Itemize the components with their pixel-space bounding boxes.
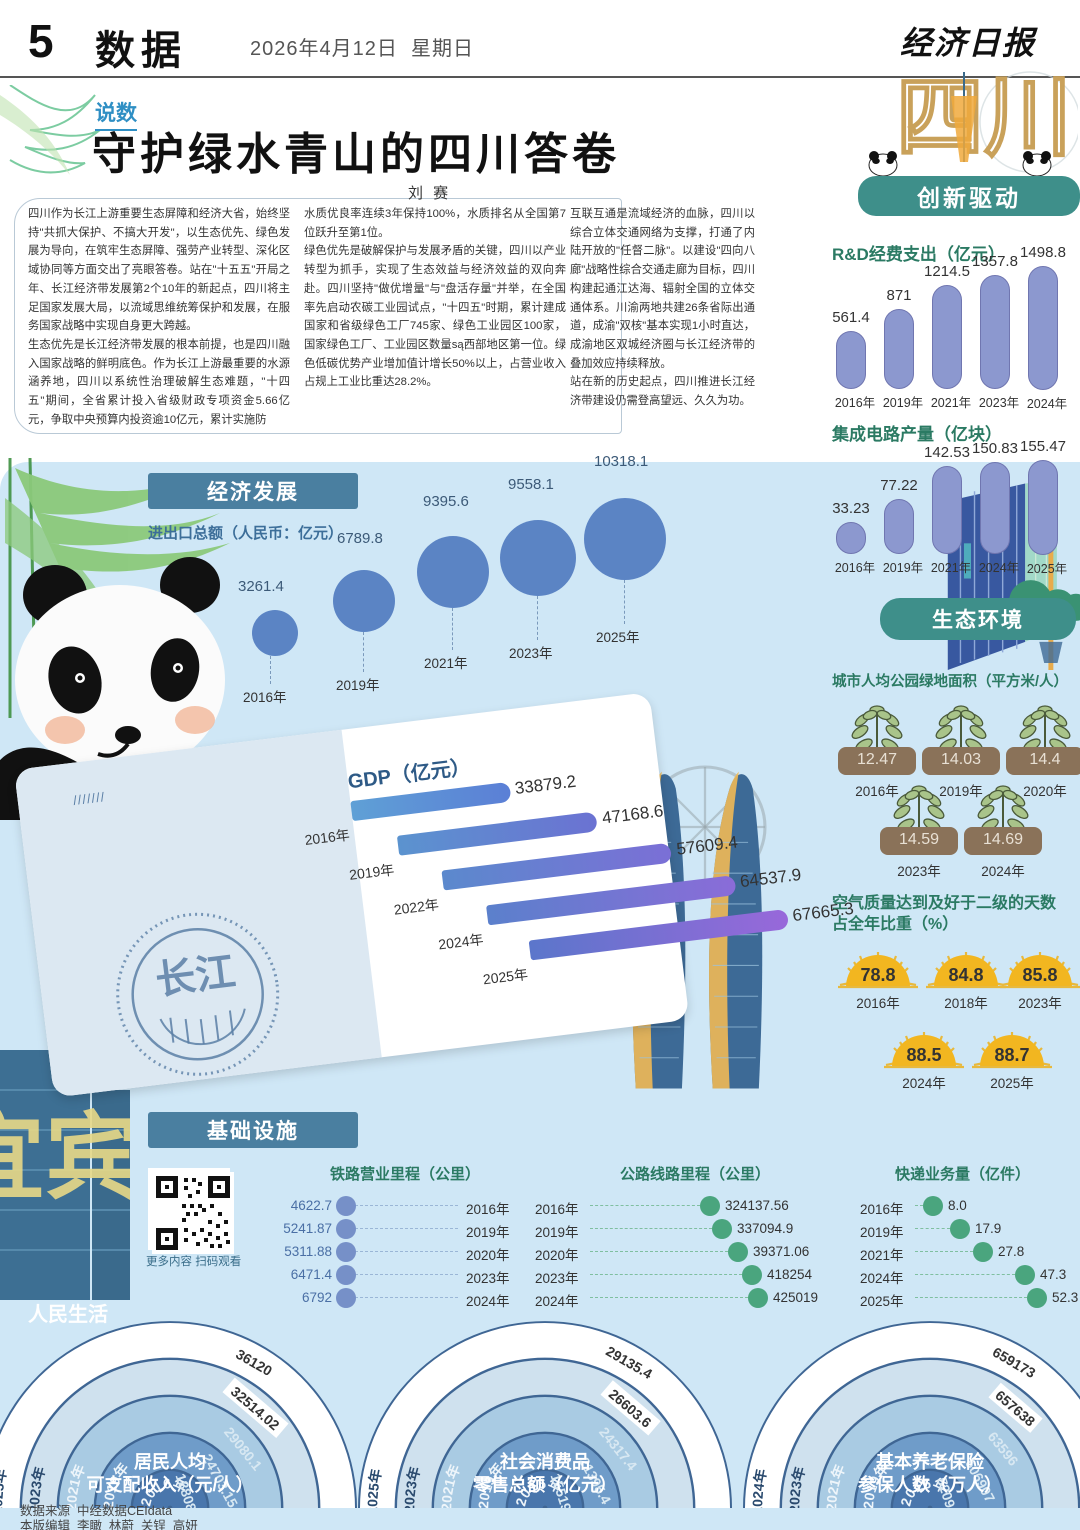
svg-text:可支配收入（元/人）: 可支配收入（元/人） bbox=[86, 1474, 253, 1495]
svg-text:长江: 长江 bbox=[153, 949, 238, 1003]
svg-text:零售总额（亿元）: 零售总额（亿元） bbox=[472, 1474, 617, 1495]
svg-text:基本养老保险: 基本养老保险 bbox=[875, 1451, 985, 1472]
svg-text:宜宾: 宜宾 bbox=[0, 1105, 130, 1211]
svg-text:居民人均: 居民人均 bbox=[134, 1451, 206, 1472]
svg-text:参保人数（万人）: 参保人数（万人） bbox=[858, 1474, 1002, 1495]
svg-text:社会消费品: 社会消费品 bbox=[500, 1451, 590, 1472]
